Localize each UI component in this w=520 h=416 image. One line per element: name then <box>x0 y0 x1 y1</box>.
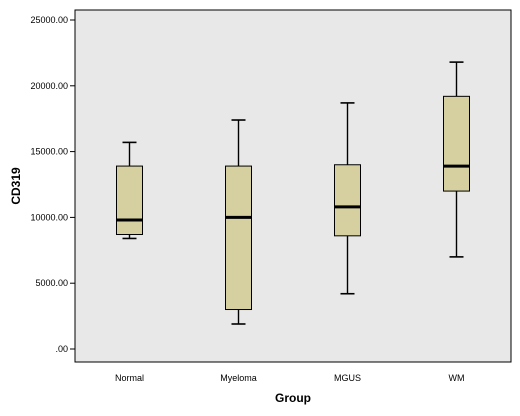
box-iqr <box>334 164 361 237</box>
x-tick-label: WM <box>449 373 465 383</box>
y-tick-label: 5000.00 <box>35 278 68 288</box>
box-series <box>116 61 470 325</box>
y-tick-label: .00 <box>55 344 68 354</box>
y-tick-label: 10000.00 <box>30 212 68 222</box>
box-iqr <box>225 165 252 311</box>
box-group-normal <box>116 141 143 240</box>
x-tick-label: MGUS <box>334 373 361 383</box>
x-axis-title: Group <box>275 391 311 405</box>
box-group-myeloma <box>225 119 252 325</box>
y-tick-label: 15000.00 <box>30 147 68 157</box>
box-group-mgus <box>334 102 361 295</box>
x-tick-label: Myeloma <box>220 373 257 383</box>
y-tick-label: 20000.00 <box>30 81 68 91</box>
box-iqr <box>116 165 143 236</box>
y-axis-title: CD319 <box>9 167 23 205</box>
x-axis: Normal Myeloma MGUS WM <box>115 373 465 383</box>
y-tick-label: 25000.00 <box>30 15 68 25</box>
y-axis: .00 5000.00 10000.00 15000.00 20000.00 25000.… <box>30 15 75 354</box>
plot-area <box>74 9 512 363</box>
box-iqr <box>443 95 470 192</box>
x-tick-label: Normal <box>115 373 144 383</box>
box-group-wm <box>443 61 470 258</box>
